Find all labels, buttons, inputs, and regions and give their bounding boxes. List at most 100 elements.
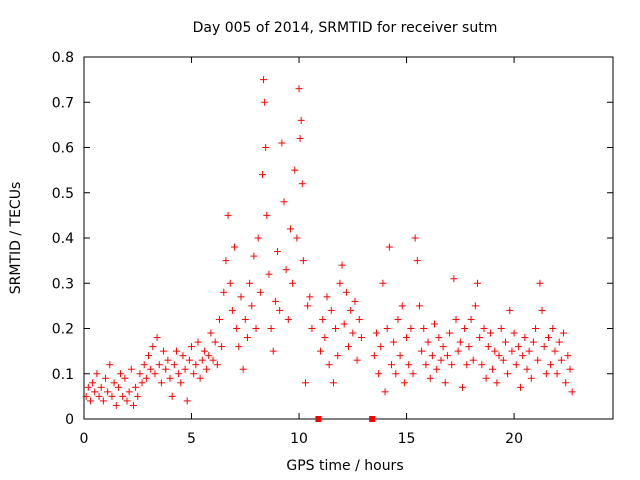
data-point (179, 352, 187, 360)
data-point (476, 334, 484, 342)
data-point (289, 279, 297, 287)
data-point (370, 352, 378, 360)
data-point (480, 325, 488, 332)
data-point (443, 352, 451, 360)
gap-marker (369, 416, 376, 422)
data-point (153, 334, 161, 342)
data-point (205, 352, 213, 360)
x-axis-label: GPS time / hours (286, 458, 403, 474)
data-point (211, 338, 219, 346)
data-point (250, 252, 258, 260)
data-point (274, 248, 282, 256)
plot-frame (83, 56, 614, 420)
data-point (168, 392, 176, 400)
data-point (501, 338, 509, 346)
data-point (564, 352, 572, 360)
data-point (200, 347, 208, 355)
data-point (452, 315, 460, 323)
data-point (392, 370, 400, 378)
data-point (411, 234, 419, 242)
data-point (566, 365, 574, 373)
data-point (298, 180, 306, 188)
data-point (293, 234, 301, 242)
data-point (243, 334, 251, 342)
data-point (175, 370, 183, 378)
data-point (95, 392, 103, 400)
data-point (181, 365, 189, 373)
data-point (461, 325, 469, 332)
data-point (183, 397, 191, 405)
data-point (136, 370, 144, 378)
data-point (469, 356, 477, 364)
data-point (512, 361, 520, 369)
data-point (147, 365, 155, 373)
data-point (349, 329, 357, 337)
data-point (334, 352, 342, 360)
data-point (467, 315, 475, 323)
data-point (409, 370, 417, 378)
data-point (446, 329, 454, 337)
data-point (106, 361, 114, 369)
data-point (433, 365, 441, 373)
data-point (413, 257, 421, 265)
data-point (286, 225, 294, 233)
data-point (254, 234, 262, 242)
data-point (486, 329, 494, 337)
data-point (482, 374, 490, 382)
data-point (140, 361, 148, 369)
data-point (99, 397, 107, 405)
data-point (431, 320, 439, 328)
data-point (381, 388, 389, 396)
data-point (504, 370, 512, 378)
x-tick-label: 15 (398, 431, 416, 447)
data-point (562, 379, 570, 387)
data-point (525, 347, 533, 355)
data-point (493, 379, 501, 387)
data-point (237, 293, 245, 301)
data-point (102, 374, 110, 382)
data-point (93, 370, 101, 378)
data-point (142, 374, 150, 382)
chart-title: Day 005 of 2014, SRMTID for receiver sut… (193, 20, 498, 36)
data-point (336, 279, 344, 287)
data-point (166, 374, 174, 382)
data-point (357, 334, 365, 342)
data-point (450, 275, 458, 283)
data-point (91, 388, 99, 396)
data-point (415, 302, 423, 310)
data-point (218, 343, 226, 351)
data-point (84, 383, 92, 391)
data-point (226, 279, 234, 287)
data-point (489, 365, 497, 373)
data-point (260, 76, 268, 84)
data-point (435, 334, 443, 342)
y-axis-label: SRMTID / TECUs (8, 182, 24, 295)
data-point (222, 257, 230, 265)
data-point (192, 361, 200, 369)
data-point (497, 325, 505, 332)
data-point (177, 379, 185, 387)
x-tick-label: 20 (505, 431, 523, 447)
data-point (299, 257, 307, 265)
data-point (301, 379, 309, 387)
data-point (162, 365, 170, 373)
data-point (138, 379, 146, 387)
data-point (157, 379, 165, 387)
data-point (454, 347, 462, 355)
data-point (544, 334, 552, 342)
y-tick-label: 0.5 (52, 186, 74, 202)
x-tick-label: 5 (187, 431, 196, 447)
data-point (104, 388, 112, 396)
data-point (258, 171, 266, 179)
y-axis: 0 0.1 0.2 0.3 0.4 0.5 0.6 0.7 0.8 (52, 50, 613, 428)
data-point (345, 343, 352, 351)
data-point (332, 325, 340, 332)
data-point (403, 334, 411, 342)
y-tick-label: 0.2 (52, 322, 74, 338)
data-point (198, 356, 206, 364)
data-point (495, 352, 503, 360)
data-point (296, 134, 304, 142)
data-point (170, 361, 178, 369)
data-point (385, 243, 393, 251)
